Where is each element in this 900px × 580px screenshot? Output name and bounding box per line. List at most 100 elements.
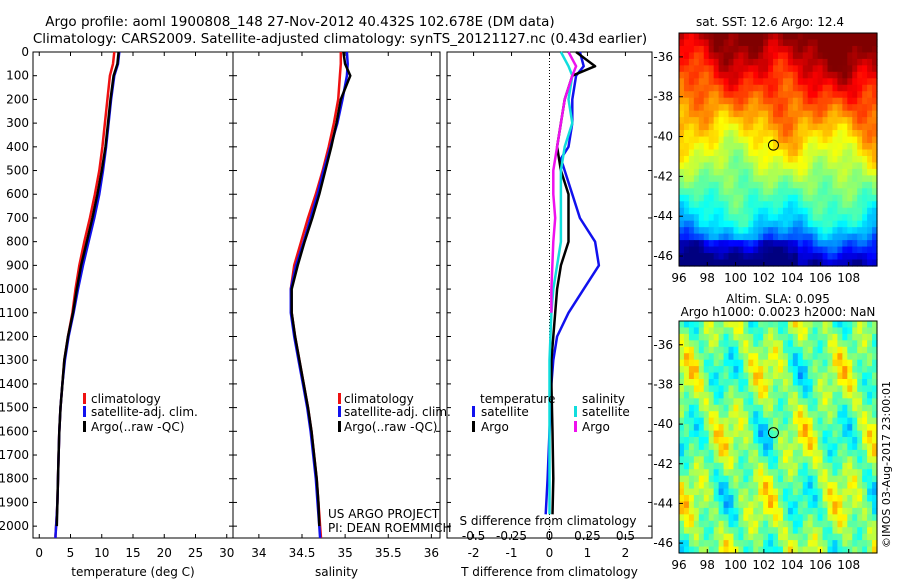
- heatmap-cell: [827, 78, 834, 86]
- heatmap-cell: [728, 514, 735, 522]
- heatmap-cell: [797, 437, 804, 445]
- heatmap-cell: [768, 379, 774, 387]
- heatmap-cell: [797, 488, 804, 496]
- heatmap-cell: [683, 233, 690, 241]
- heatmap-cell: [708, 97, 715, 105]
- heatmap-cell: [782, 168, 789, 176]
- heatmap-cell: [713, 58, 720, 66]
- heatmap-cell: [802, 181, 809, 189]
- heatmap-cell: [758, 366, 764, 374]
- heatmap-cell: [822, 52, 829, 60]
- heatmap-cell: [708, 246, 715, 254]
- heatmap-cell: [688, 475, 695, 483]
- heatmap-cell: [748, 181, 754, 189]
- heatmap-cell: [679, 220, 685, 228]
- heatmap-cell: [723, 333, 730, 341]
- heatmap-cell: [872, 240, 878, 248]
- heatmap-cell: [758, 527, 764, 535]
- heatmap-cell: [728, 462, 735, 470]
- heatmap-cell: [857, 462, 863, 470]
- heatmap-cell: [852, 514, 858, 522]
- heatmap-cell: [758, 201, 764, 209]
- heatmap-cell: [703, 449, 710, 457]
- heatmap-cell: [703, 259, 710, 267]
- heatmap-cell: [679, 123, 685, 131]
- heatmap-cell: [832, 533, 838, 541]
- heatmap-cell: [748, 207, 754, 215]
- heatmap-cell: [708, 181, 715, 189]
- heatmap-cell: [718, 449, 725, 457]
- heatmap-cell: [842, 379, 848, 387]
- heatmap-cell: [812, 540, 819, 548]
- heatmap-cell: [728, 214, 735, 222]
- heatmap-cell: [812, 162, 819, 170]
- heatmap-cell: [763, 233, 769, 241]
- heatmap-cell: [698, 201, 705, 209]
- heatmap-cell: [797, 240, 804, 248]
- heatmap-cell: [797, 475, 804, 483]
- heatmap-cell: [728, 181, 735, 189]
- heatmap-cell: [758, 143, 764, 151]
- heatmap-cell: [713, 143, 720, 151]
- heatmap-cell: [778, 482, 784, 490]
- heatmap-cell: [773, 488, 779, 496]
- heatmap-cell: [758, 437, 764, 445]
- heatmap-cell: [837, 475, 843, 483]
- heatmap-cell: [718, 52, 725, 60]
- heatmap-cell: [792, 39, 799, 47]
- heatmap-cell: [862, 149, 868, 157]
- heatmap-cell: [688, 207, 695, 215]
- heatmap-cell: [857, 321, 863, 329]
- heatmap-cell: [733, 149, 739, 157]
- heatmap-cell: [792, 155, 799, 164]
- heatmap-cell: [832, 149, 838, 157]
- heatmap-cell: [832, 162, 838, 170]
- heatmap-cell: [773, 321, 779, 329]
- heatmap-cell: [703, 97, 710, 105]
- heatmap-cell: [827, 97, 834, 105]
- heatmap-cell: [812, 462, 819, 470]
- heatmap-cell: [768, 546, 774, 554]
- heatmap-cell: [758, 488, 764, 496]
- heatmap-cell: [802, 482, 809, 490]
- heatmap-cell: [872, 143, 878, 151]
- heatmap-cell: [792, 372, 799, 380]
- heatmap-cell: [773, 175, 779, 183]
- heatmap-cell: [817, 240, 824, 248]
- heatmap-cell: [683, 45, 690, 54]
- heatmap-cell: [723, 110, 730, 118]
- heatmap-cell: [758, 136, 764, 144]
- heatmap-cell: [787, 181, 794, 189]
- heatmap-cell: [787, 97, 794, 105]
- heatmap-cell: [852, 540, 858, 548]
- heatmap-cell: [857, 130, 863, 138]
- heatmap-cell: [787, 65, 794, 73]
- heatmap-cell: [827, 507, 834, 515]
- heatmap-cell: [718, 340, 725, 348]
- heatmap-cell: [743, 130, 749, 138]
- heatmap-cell: [718, 175, 725, 183]
- heatmap-cell: [728, 321, 735, 329]
- heatmap-cell: [822, 488, 829, 496]
- heatmap-cell: [723, 188, 730, 196]
- heatmap-cell: [792, 391, 799, 399]
- heatmap-cell: [817, 84, 824, 92]
- heatmap-cell: [738, 78, 744, 86]
- heatmap-cell: [852, 214, 858, 222]
- heatmap-cell: [753, 507, 759, 515]
- heatmap-cell: [857, 52, 863, 60]
- heatmap-cell: [723, 65, 730, 73]
- heatmap-cell: [862, 475, 868, 483]
- heatmap-cell: [827, 52, 834, 60]
- heatmap-cell: [723, 353, 730, 361]
- heatmap-cell: [743, 78, 749, 86]
- heatmap-cell: [832, 488, 838, 496]
- heatmap-cell: [688, 417, 695, 425]
- heatmap-cell: [688, 117, 695, 125]
- heatmap-cell: [872, 214, 878, 222]
- heatmap-cell: [698, 246, 705, 254]
- heatmap-cell: [773, 546, 779, 554]
- heatmap-cell: [723, 136, 730, 144]
- heatmap-cell: [802, 475, 809, 483]
- heatmap-cell: [743, 259, 749, 267]
